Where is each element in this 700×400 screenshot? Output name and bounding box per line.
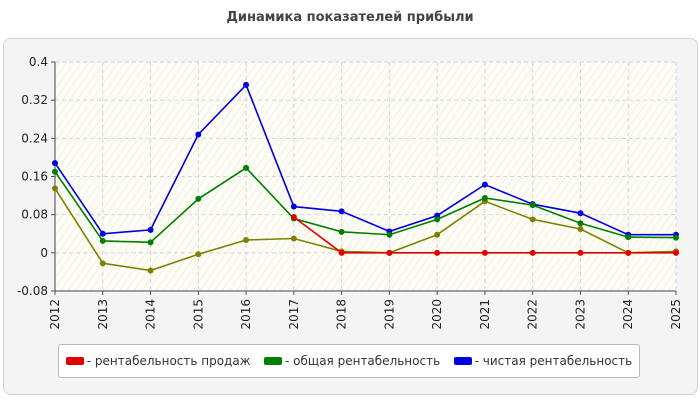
data-point-3 (434, 231, 441, 238)
data-point-3 (243, 236, 250, 243)
data-point-2 (290, 203, 297, 210)
legend-item-net: - чистая рентабельность (453, 354, 633, 368)
data-point-1 (147, 239, 154, 246)
legend-label-net: - чистая рентабельность (474, 354, 633, 368)
x-tick-label: 2020 (430, 299, 444, 330)
y-tick-label: -0.08 (17, 284, 48, 298)
data-point-2 (147, 226, 154, 233)
data-point-3 (577, 225, 584, 232)
legend-swatch-total (264, 357, 283, 365)
series-line-1 (54, 166, 677, 244)
data-point-0 (529, 249, 536, 256)
data-point-3 (52, 185, 58, 192)
y-tick-label: 0.32 (21, 93, 48, 107)
data-point-1 (481, 194, 488, 201)
chart-title: Динамика показателей прибыли (226, 10, 474, 25)
legend-label-total: - общая рентабельность (285, 354, 441, 368)
data-point-1 (673, 234, 679, 241)
x-tick-label: 2018 (335, 299, 349, 330)
data-point-1 (52, 168, 58, 175)
data-point-2 (52, 160, 58, 167)
data-point-1 (529, 202, 536, 209)
legend-swatch-net (453, 357, 472, 365)
series-line-2 (54, 83, 676, 236)
data-point-1 (338, 228, 345, 235)
data-point-1 (195, 195, 202, 202)
data-point-0 (673, 249, 679, 256)
x-tick-label: 2025 (669, 299, 683, 330)
data-point-0 (481, 249, 488, 256)
data-point-3 (147, 267, 154, 274)
data-point-1 (434, 216, 441, 223)
data-point-1 (625, 234, 632, 241)
legend-item-total: - общая рентабельность (264, 354, 440, 368)
x-tick-label: 2023 (573, 299, 587, 330)
data-point-2 (577, 210, 584, 217)
data-point-2 (338, 208, 345, 215)
data-point-1 (99, 237, 106, 244)
legend-label-sales: - рентабельность продаж (86, 354, 251, 368)
x-tick-label: 2016 (239, 299, 253, 330)
x-tick-label: 2012 (48, 299, 62, 330)
data-point-2 (481, 181, 488, 188)
x-tick-label: 2019 (382, 299, 396, 330)
legend-swatch-sales (65, 357, 84, 365)
data-point-0 (338, 249, 345, 256)
y-tick-label: 0.24 (21, 131, 48, 145)
y-tick-label: 0.16 (21, 170, 48, 184)
data-point-1 (577, 220, 584, 227)
x-tick-label: 2024 (621, 299, 635, 330)
data-point-0 (434, 249, 441, 256)
x-tick-label: 2014 (144, 299, 158, 330)
data-point-0 (386, 249, 393, 256)
data-point-3 (195, 251, 202, 258)
data-point-1 (386, 231, 393, 238)
data-point-2 (195, 131, 202, 138)
data-point-0 (577, 249, 584, 256)
x-tick-label: 2017 (287, 299, 301, 330)
legend-item-sales: - рентабельность продаж (65, 354, 251, 368)
data-point-1 (243, 164, 250, 171)
x-tick-label: 2021 (478, 299, 492, 330)
y-tick-label: 0.08 (21, 208, 48, 222)
data-point-3 (99, 260, 106, 267)
y-tick-label: 0.4 (29, 55, 48, 69)
y-tick-label: 0 (40, 246, 48, 260)
x-tick-label: 2013 (96, 299, 110, 330)
data-point-2 (99, 230, 106, 237)
data-point-3 (290, 235, 297, 242)
data-point-2 (243, 81, 250, 88)
x-tick-label: 2015 (191, 299, 205, 330)
data-point-0 (625, 249, 632, 256)
data-point-0 (290, 214, 297, 221)
x-tick-label: 2022 (526, 299, 540, 330)
data-point-3 (529, 216, 536, 223)
legend: - рентабельность продаж - общая рентабел… (58, 344, 640, 378)
